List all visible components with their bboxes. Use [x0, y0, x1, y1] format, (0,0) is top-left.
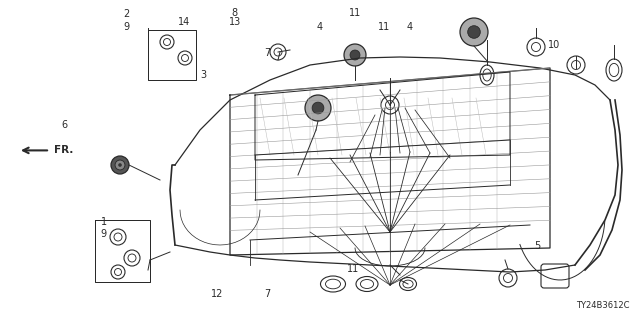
- Circle shape: [460, 18, 488, 46]
- Circle shape: [468, 26, 480, 38]
- Text: 8: 8: [232, 8, 238, 18]
- Text: TY24B3612C: TY24B3612C: [577, 301, 630, 310]
- Text: 2: 2: [123, 9, 129, 20]
- Text: 4: 4: [317, 22, 323, 32]
- Text: 11: 11: [347, 264, 360, 274]
- Circle shape: [115, 160, 125, 170]
- Text: 11: 11: [349, 8, 362, 19]
- Text: 7: 7: [264, 48, 271, 58]
- Text: 10: 10: [547, 40, 560, 50]
- Circle shape: [111, 156, 129, 174]
- Text: 11: 11: [378, 22, 390, 32]
- Text: FR.: FR.: [54, 145, 74, 156]
- Text: 9: 9: [123, 22, 129, 32]
- Circle shape: [344, 44, 366, 66]
- Text: 5: 5: [534, 241, 541, 251]
- Circle shape: [350, 50, 360, 60]
- Text: 4: 4: [406, 22, 413, 32]
- Text: 14: 14: [178, 17, 191, 27]
- Circle shape: [118, 163, 122, 167]
- Text: 7: 7: [264, 289, 271, 300]
- Circle shape: [312, 102, 324, 114]
- Circle shape: [305, 95, 331, 121]
- Text: 13: 13: [228, 17, 241, 27]
- Text: 6: 6: [61, 120, 67, 130]
- Text: 3: 3: [200, 70, 207, 80]
- Text: 12: 12: [211, 289, 224, 300]
- Text: 9: 9: [100, 228, 107, 239]
- Text: 1: 1: [100, 217, 107, 228]
